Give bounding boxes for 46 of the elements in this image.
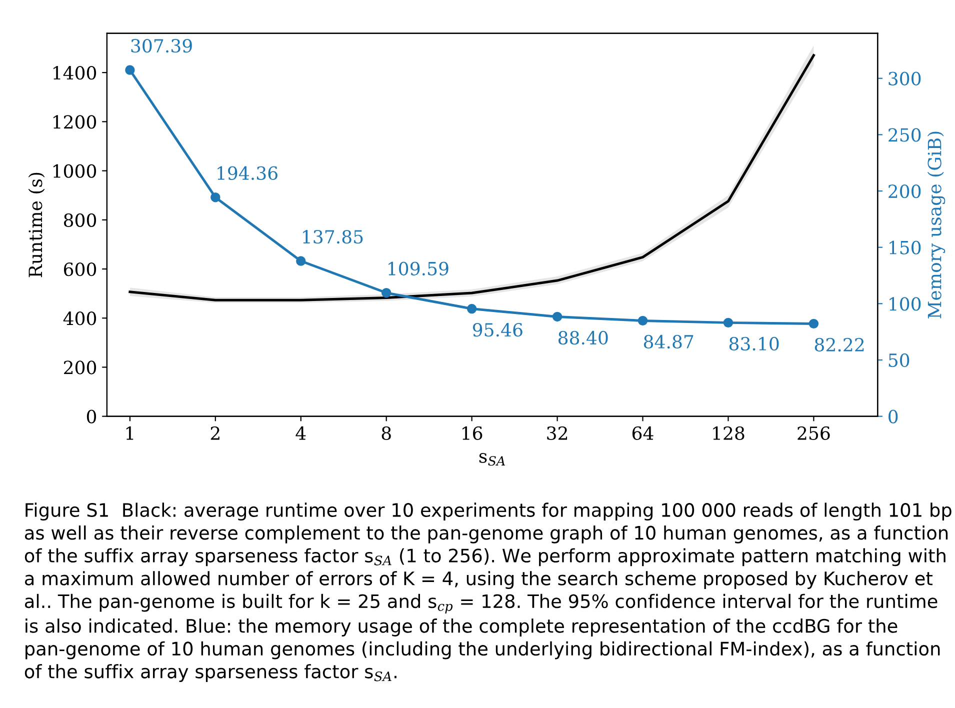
data-label: 84.87 bbox=[644, 334, 694, 349]
x-tick-label: 16 bbox=[462, 426, 482, 440]
point bbox=[808, 318, 819, 329]
y-tick-label: 200 bbox=[64, 360, 96, 374]
y2-tick-label: 50 bbox=[888, 353, 910, 368]
data-label: 82.22 bbox=[814, 338, 864, 352]
y-tick-label: 400 bbox=[63, 312, 96, 326]
point bbox=[296, 256, 306, 266]
y2-tick-label: 0 bbox=[888, 410, 898, 424]
point bbox=[552, 312, 562, 322]
y2-tick-label: 300 bbox=[888, 72, 921, 86]
data-label: 137.85 bbox=[303, 230, 363, 244]
point bbox=[210, 192, 220, 202]
data-label: 307.39 bbox=[131, 38, 192, 53]
x-tick-label: 128 bbox=[713, 426, 744, 440]
y-tick-label: 1000 bbox=[53, 164, 96, 178]
point bbox=[638, 316, 648, 326]
data-label: 109.59 bbox=[388, 262, 448, 276]
x-tick-label: 2 bbox=[210, 426, 220, 440]
x-tick-label: 1 bbox=[126, 426, 134, 440]
y2-tick-label: 200 bbox=[888, 184, 921, 198]
x-tick-label: 256 bbox=[798, 426, 830, 440]
y2-axis-title: Memory usage (GiB) bbox=[927, 132, 946, 318]
x-axis-title: s$_{SA}$ bbox=[479, 453, 505, 466]
x-tick-label: 64 bbox=[632, 426, 654, 440]
data-label: 95.46 bbox=[472, 322, 522, 337]
point bbox=[381, 288, 392, 298]
x-tick-label: 32 bbox=[547, 426, 567, 440]
y2-tick-label: 150 bbox=[890, 240, 921, 254]
data-label: 88.40 bbox=[558, 330, 608, 345]
y2-tick-label: 100 bbox=[890, 297, 921, 311]
x-tick-label: 8 bbox=[382, 426, 391, 440]
y-tick-label: 600 bbox=[64, 262, 96, 276]
y2-tick-label: 250 bbox=[888, 128, 921, 142]
point bbox=[125, 65, 135, 75]
y-tick-label: 1400 bbox=[53, 66, 96, 80]
y-tick-label: 800 bbox=[64, 213, 96, 227]
point bbox=[723, 318, 734, 328]
data-label: 194.36 bbox=[218, 166, 278, 180]
x-tick-label: 4 bbox=[296, 426, 306, 440]
y-tick-label: 1200 bbox=[53, 115, 96, 129]
point bbox=[466, 304, 477, 314]
text: Figure S1 Black: average runtime over 10 experiments for mapping 100 000 reads of length 101 bp as well as their reverse complement to the pan-genome graph of 10 human genomes, as a function of the suffix array sparseness factor s$_{SA}$ (1 to 256). We perform approximate pattern matching with a maximum allowed number of errors of K = 4, using the search scheme proposed by Kucherov et al.. The pan-genome is built for k = 25 and s$_{cp}$ = 128. The 95% confidence interval for the runtime is also indicated. Blue: the memory usage of the complete representation of the ccdBG for the pan-genome of 10 human genomes (including the underlying bidirectional FM-index), as a function of the suffix array sparseness factor s$_{SA}$. bbox=[24, 502, 952, 682]
data-label: 83.10 bbox=[729, 336, 779, 351]
y-axis-title: Runtime (s) bbox=[28, 172, 45, 278]
y-tick-label: 0 bbox=[86, 410, 96, 424]
